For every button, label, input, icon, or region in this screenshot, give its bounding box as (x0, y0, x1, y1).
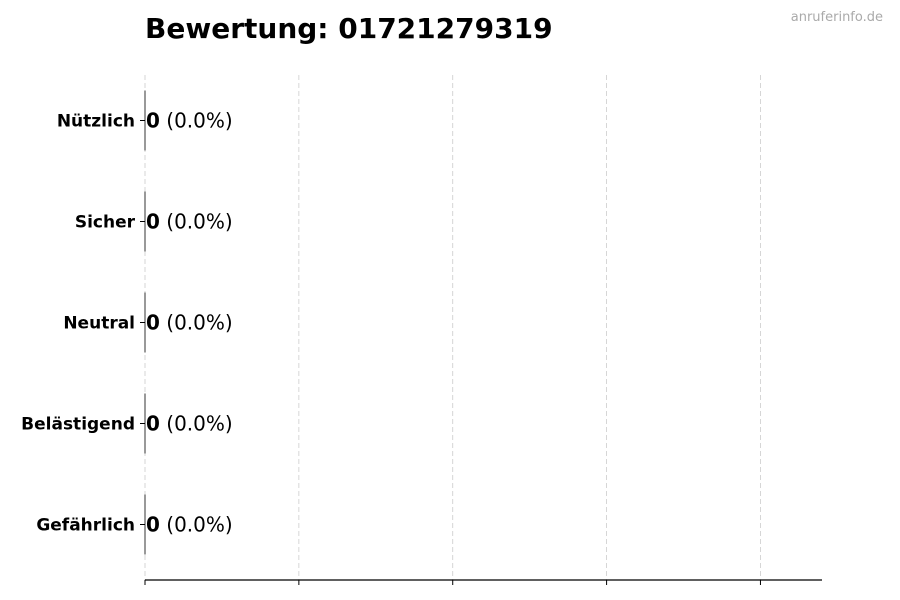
y-tick-label: Gefährlich (36, 516, 135, 536)
data-label: 0 (0.0%) (146, 109, 233, 133)
data-label-count: 0 (146, 210, 160, 234)
y-tick-label: Neutral (63, 314, 135, 334)
data-label: 0 (0.0%) (146, 513, 233, 537)
data-label-count: 0 (146, 412, 160, 436)
data-label-pct: (0.0%) (166, 412, 232, 436)
data-label-count: 0 (146, 109, 160, 133)
data-label-count: 0 (146, 311, 160, 335)
y-tick-label: Belästigend (21, 415, 135, 435)
data-label-pct: (0.0%) (166, 311, 232, 335)
y-tick-label: Sicher (75, 213, 136, 233)
y-tick-label: Nützlich (57, 112, 135, 132)
chart-title: Bewertung: 01721279319 (145, 12, 553, 45)
data-label: 0 (0.0%) (146, 412, 233, 436)
data-label-pct: (0.0%) (166, 513, 232, 537)
data-label-pct: (0.0%) (166, 109, 232, 133)
data-label: 0 (0.0%) (146, 210, 233, 234)
watermark: anruferinfo.de (790, 10, 883, 25)
data-label: 0 (0.0%) (146, 311, 233, 335)
data-label-count: 0 (146, 513, 160, 537)
data-label-pct: (0.0%) (166, 210, 232, 234)
